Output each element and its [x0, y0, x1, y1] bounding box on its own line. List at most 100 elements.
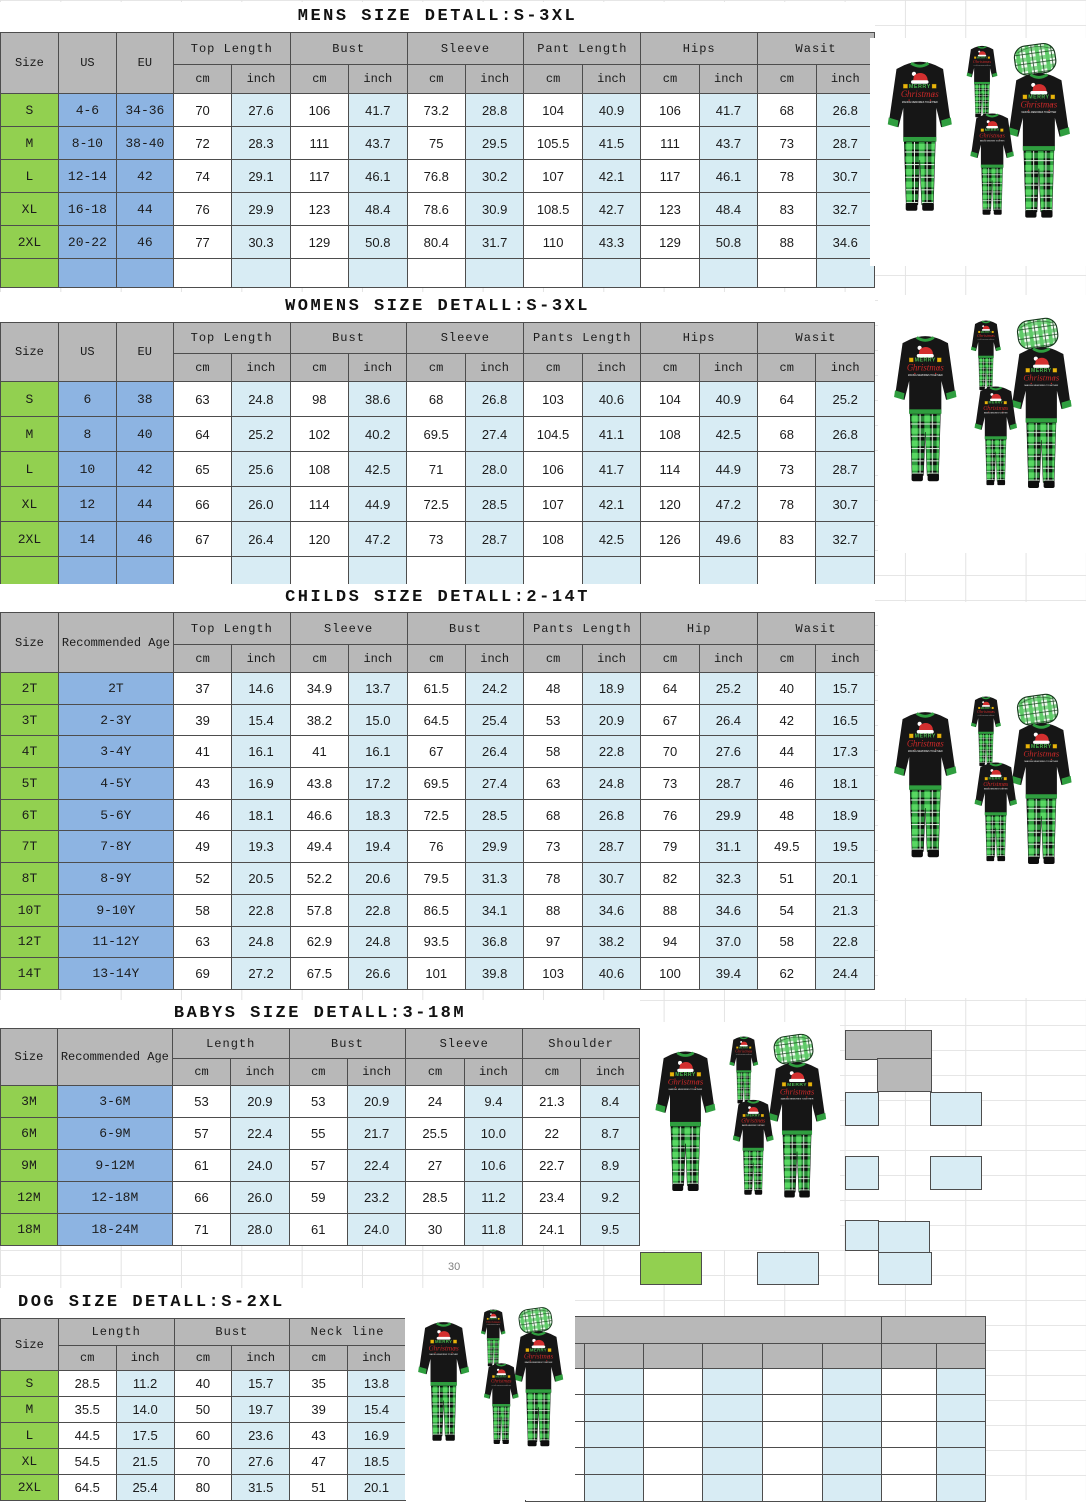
inch-value-cell: 27.6: [698, 735, 759, 769]
inch-value-cell: 24.8: [231, 925, 291, 959]
cm-value-cell: 108: [523, 521, 583, 557]
inch-value-cell: 23.2: [346, 1181, 407, 1214]
cm-value-cell: 76: [406, 830, 466, 864]
size-cell: [0, 258, 59, 288]
inch-value-cell: 21.7: [346, 1117, 407, 1150]
womens-unit-header: cm: [523, 353, 583, 382]
cm-value-cell: 51: [757, 862, 817, 895]
cm-value-cell: 49: [172, 830, 233, 864]
childs-unit-header: cm: [640, 644, 700, 673]
cm-value-cell: 71: [406, 451, 466, 487]
dog-group-header: Length: [57, 1318, 175, 1346]
childs-unit-header: inch: [231, 644, 291, 673]
babys-id-column-header: Recommended Age: [56, 1028, 173, 1086]
inch-value-cell: 15.7: [231, 1370, 291, 1397]
mens-unit-header: inch: [231, 64, 291, 94]
ghost-cell: [822, 1473, 883, 1502]
ghost-cell: [525, 1316, 883, 1345]
cm-value-cell: 40: [173, 1370, 233, 1397]
babys-family-pajamas-photo: [640, 1022, 840, 1250]
ghost-cell: [584, 1447, 645, 1476]
cm-value-cell: 76: [172, 192, 233, 226]
cm-value-cell: 67: [406, 735, 466, 769]
dog-group-header: Neck line: [289, 1318, 406, 1346]
id-cell: 3-6M: [56, 1085, 173, 1118]
inch-value-cell: 24.0: [346, 1213, 407, 1246]
inch-value-cell: 34.6: [815, 225, 875, 259]
cm-value-cell: [757, 258, 817, 288]
cm-value-cell: 72.5: [406, 486, 466, 522]
childs-unit-header: inch: [581, 644, 642, 673]
inch-value-cell: 20.5: [231, 862, 291, 895]
inch-value-cell: 23.6: [231, 1422, 291, 1449]
cm-value-cell: 48: [523, 672, 583, 705]
cm-value-cell: 49.4: [289, 830, 350, 864]
ghost-cell: [702, 1420, 764, 1450]
babys-unit-header: inch: [580, 1058, 640, 1086]
ghost-cell: [881, 1343, 938, 1370]
cm-value-cell: 68: [757, 416, 817, 452]
cm-value-cell: 53: [171, 1085, 232, 1118]
ghost-cell: [702, 1394, 764, 1423]
mens-unit-header: inch: [698, 64, 759, 94]
inch-value-cell: 28.5: [464, 486, 525, 522]
id-cell: 42: [115, 159, 174, 193]
inch-value-cell: 34.6: [581, 893, 642, 927]
size-cell: L: [0, 451, 59, 487]
womens-unit-header: cm: [640, 353, 700, 382]
cm-value-cell: 64: [172, 416, 233, 452]
id-cell: 13-14Y: [57, 957, 174, 990]
id-cell: [115, 258, 174, 288]
size-cell: 2XL: [0, 225, 59, 259]
womens-size-table-section: WOMENS SIZE DETALL:S-3XL Size US EU Top Len…: [0, 292, 875, 586]
womens-group-header: Wasit: [757, 322, 875, 354]
inch-value-cell: 29.9: [231, 192, 291, 226]
empty-formatted-table: [525, 1316, 986, 1502]
womens-id-column-header: US: [57, 322, 117, 382]
inch-value-cell: 30.9: [464, 192, 525, 226]
cm-value-cell: 35: [289, 1370, 349, 1397]
cm-value-cell: 57: [288, 1149, 348, 1182]
size-cell: 5T: [0, 767, 59, 800]
cm-value-cell: 30: [405, 1213, 465, 1246]
cm-value-cell: [523, 258, 583, 288]
cm-value-cell: 93.5: [406, 925, 466, 959]
size-cell: 2T: [0, 672, 59, 705]
id-cell: 16-18: [57, 192, 117, 226]
cm-value-cell: 43: [289, 1422, 349, 1449]
cm-value-cell: 70: [640, 735, 700, 769]
dog-group-header: Bust: [173, 1318, 291, 1346]
ghost-data-cell: [878, 1252, 932, 1285]
ghost-cell: [822, 1368, 883, 1397]
cm-value-cell: 41: [289, 735, 350, 769]
id-cell: 6: [57, 381, 117, 417]
babys-group-header: Bust: [288, 1028, 407, 1059]
inch-value-cell: 29.1: [231, 159, 291, 193]
inch-value-cell: 9.5: [580, 1213, 640, 1246]
cm-value-cell: 103: [523, 381, 583, 417]
cm-value-cell: 82: [640, 862, 700, 895]
cm-value-cell: 43: [172, 767, 233, 800]
cm-value-cell: 66: [172, 486, 233, 522]
inch-value-cell: 26.4: [698, 703, 759, 737]
cm-value-cell: 57: [171, 1117, 232, 1150]
inch-value-cell: 47.2: [698, 486, 759, 522]
inch-value-cell: 32.7: [815, 192, 875, 226]
ghost-cell: [643, 1447, 704, 1476]
ghost-cell: [643, 1343, 704, 1370]
inch-value-cell: 26.0: [231, 486, 291, 522]
ghost-cell: [702, 1447, 764, 1476]
cm-value-cell: [172, 258, 233, 288]
inch-value-cell: 48.4: [698, 192, 759, 226]
inch-value-cell: 50.8: [348, 225, 408, 259]
cm-value-cell: 27: [405, 1149, 465, 1182]
size-cell: 18M: [0, 1213, 58, 1246]
inch-value-cell: 28.7: [698, 767, 759, 800]
inch-value-cell: 29.9: [464, 830, 525, 864]
mens-family-pajamas-photo: [870, 38, 1086, 266]
inch-value-cell: 20.9: [581, 703, 642, 737]
inch-value-cell: [698, 258, 759, 288]
childs-unit-header: cm: [757, 644, 817, 673]
ghost-data-cell: [757, 1252, 819, 1285]
cm-value-cell: 61: [171, 1149, 232, 1182]
